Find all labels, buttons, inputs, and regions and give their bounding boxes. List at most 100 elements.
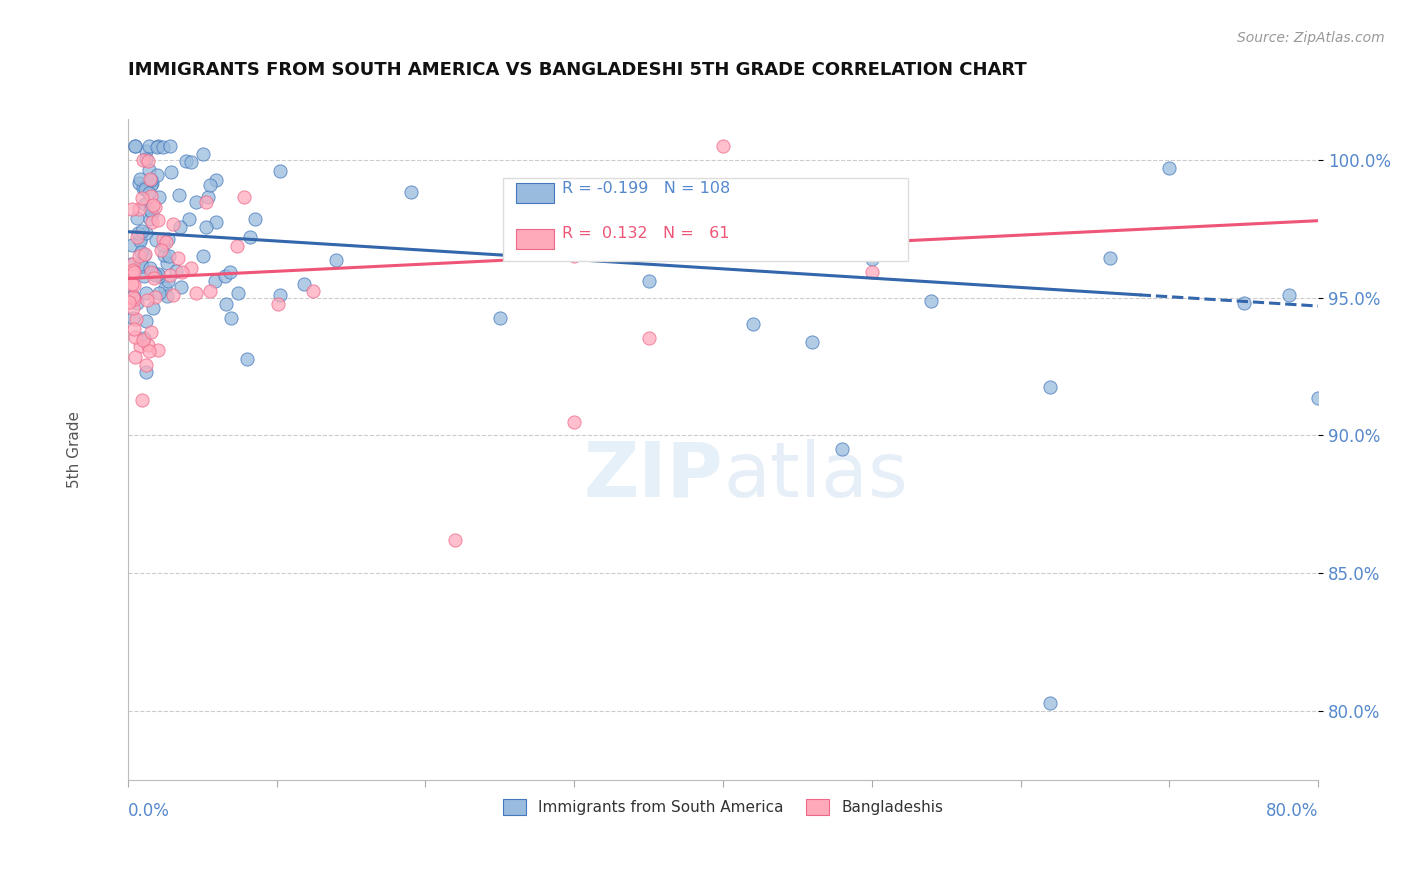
Point bbox=[166, 251, 188, 265]
Point bbox=[860, 252, 883, 267]
Point bbox=[124, 311, 146, 326]
Text: 5th Grade: 5th Grade bbox=[66, 410, 82, 488]
Point bbox=[233, 190, 256, 204]
Point bbox=[146, 213, 169, 227]
Point bbox=[920, 293, 942, 308]
Point bbox=[128, 176, 150, 190]
Point bbox=[184, 194, 207, 209]
Point bbox=[135, 313, 157, 327]
Point bbox=[125, 296, 148, 310]
Point bbox=[204, 274, 226, 288]
Point bbox=[135, 365, 157, 379]
Point bbox=[152, 238, 174, 252]
Point bbox=[741, 318, 763, 332]
Point bbox=[169, 188, 191, 202]
Point bbox=[143, 200, 166, 214]
Point bbox=[637, 274, 659, 288]
Point bbox=[121, 237, 143, 252]
Point bbox=[399, 186, 422, 200]
Point bbox=[148, 285, 170, 300]
Point bbox=[193, 249, 215, 263]
Point bbox=[125, 211, 148, 226]
FancyBboxPatch shape bbox=[516, 229, 554, 249]
Point bbox=[245, 212, 267, 227]
Point bbox=[186, 285, 208, 300]
Point bbox=[138, 338, 160, 352]
Point bbox=[121, 202, 143, 216]
Point bbox=[162, 217, 184, 231]
Point bbox=[122, 321, 145, 335]
Point bbox=[138, 163, 160, 178]
Point bbox=[129, 244, 152, 259]
FancyBboxPatch shape bbox=[503, 178, 907, 260]
Point bbox=[146, 168, 169, 182]
Point bbox=[142, 301, 165, 315]
Point bbox=[139, 212, 162, 227]
Point bbox=[139, 325, 162, 339]
Point bbox=[226, 239, 249, 253]
Point bbox=[134, 247, 156, 261]
Point bbox=[132, 153, 155, 167]
Point bbox=[131, 259, 153, 273]
Point bbox=[124, 330, 146, 344]
Point bbox=[239, 230, 262, 244]
Point bbox=[174, 154, 197, 169]
Point bbox=[120, 256, 142, 270]
Point bbox=[170, 279, 193, 293]
Point bbox=[129, 339, 152, 353]
Point bbox=[131, 392, 153, 407]
Point bbox=[153, 281, 176, 295]
Point bbox=[141, 265, 163, 279]
Point bbox=[131, 180, 153, 194]
Point bbox=[205, 172, 228, 186]
Point bbox=[152, 140, 174, 154]
Point bbox=[226, 285, 249, 300]
Point bbox=[1308, 392, 1330, 406]
Point bbox=[134, 181, 156, 195]
Point bbox=[637, 331, 659, 345]
Point bbox=[860, 265, 883, 279]
Point bbox=[562, 415, 585, 429]
Point bbox=[1098, 251, 1121, 265]
Point bbox=[139, 202, 162, 217]
Point bbox=[204, 214, 226, 228]
Point bbox=[121, 277, 143, 291]
Point bbox=[131, 190, 153, 204]
Point bbox=[134, 197, 156, 211]
Point bbox=[131, 224, 153, 238]
Point bbox=[141, 214, 163, 228]
Point bbox=[593, 196, 616, 211]
Text: Source: ZipAtlas.com: Source: ZipAtlas.com bbox=[1237, 31, 1385, 45]
Point bbox=[122, 289, 145, 303]
Point bbox=[138, 343, 160, 358]
Point bbox=[135, 144, 157, 158]
Point bbox=[139, 178, 162, 192]
Point bbox=[831, 442, 853, 457]
Point bbox=[122, 265, 145, 279]
Point bbox=[159, 268, 181, 283]
Point bbox=[132, 331, 155, 345]
Text: ZIP: ZIP bbox=[583, 439, 723, 513]
Point bbox=[269, 164, 291, 178]
Point bbox=[148, 190, 170, 204]
Point bbox=[135, 293, 157, 307]
FancyBboxPatch shape bbox=[516, 183, 554, 202]
Point bbox=[128, 202, 150, 216]
Point bbox=[266, 297, 288, 311]
Point bbox=[127, 226, 149, 240]
Point bbox=[122, 292, 145, 306]
Point bbox=[128, 232, 150, 246]
Point bbox=[1039, 696, 1062, 710]
Point bbox=[198, 284, 221, 298]
Point bbox=[135, 285, 157, 300]
Point bbox=[162, 287, 184, 301]
Point bbox=[169, 219, 191, 234]
Point bbox=[682, 209, 704, 223]
Point bbox=[138, 139, 160, 153]
Point bbox=[1159, 161, 1181, 175]
Point bbox=[132, 268, 155, 283]
Point bbox=[129, 172, 152, 186]
Point bbox=[135, 179, 157, 194]
Point bbox=[444, 533, 467, 547]
Point bbox=[124, 351, 146, 365]
